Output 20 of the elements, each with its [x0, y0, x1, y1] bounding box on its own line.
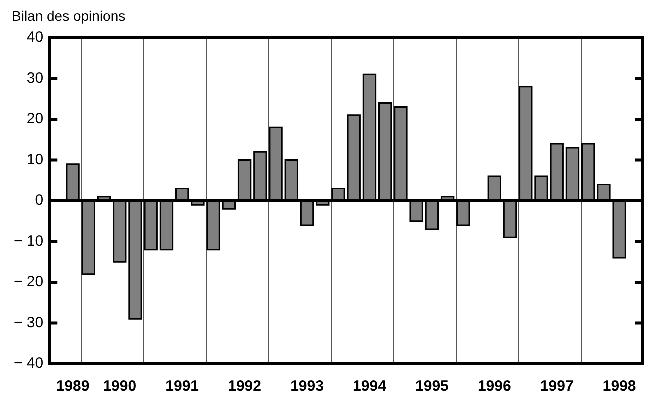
x-tick-label: 1992 — [228, 378, 262, 396]
y-tick-label: − 40 — [14, 355, 44, 372]
x-tick-label: 1994 — [353, 378, 388, 396]
y-tick-label: − 10 — [14, 232, 44, 250]
y-tick-label: 30 — [26, 70, 44, 87]
x-tick-label: 1989 — [56, 378, 90, 396]
y-tick-label: − 30 — [14, 314, 44, 332]
x-tick-label: 1991 — [166, 378, 200, 396]
y-tick-label: 10 — [26, 151, 44, 168]
y-axis-title: Bilan des opinions — [12, 8, 126, 24]
x-tick-label: 1993 — [290, 378, 324, 396]
x-tick-label: 1998 — [602, 378, 636, 396]
x-tick-label: 1995 — [416, 378, 449, 396]
y-tick-label: 20 — [26, 110, 44, 128]
x-tick-label: 1996 — [478, 378, 512, 396]
y-tick-label: 40 — [26, 29, 44, 46]
x-tick-label: 1990 — [103, 378, 137, 396]
x-tick-label: 1997 — [540, 378, 574, 396]
y-tick-label: − 20 — [14, 274, 44, 291]
y-tick-label: 0 — [35, 192, 44, 210]
